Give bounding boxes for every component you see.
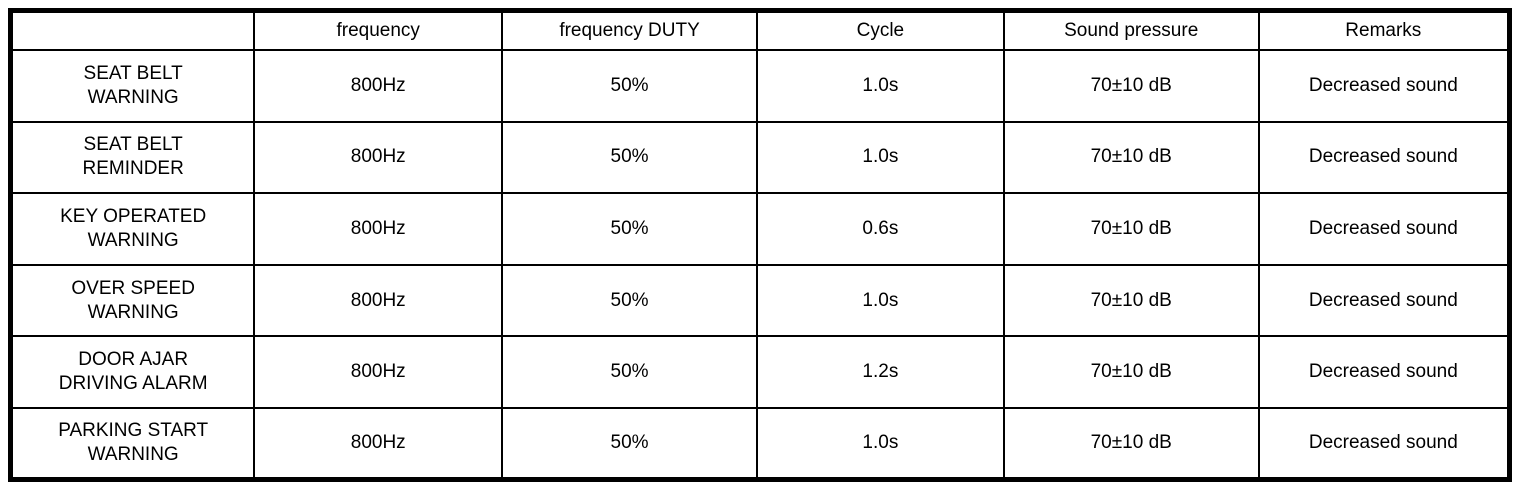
warning-buzzer-spec-table: frequency frequency DUTY Cycle Sound pre… (8, 8, 1512, 482)
column-header-remarks: Remarks (1257, 9, 1511, 51)
cell-frequency-duty: 50% (501, 263, 758, 338)
row-label-line2: DRIVING ALARM (58, 373, 208, 395)
row-label-line1: OVER SPEED (71, 277, 195, 299)
cell-frequency: 800Hz (253, 406, 504, 481)
cell-frequency: 800Hz (253, 120, 504, 195)
cell-row-label: SEAT BELT REMINDER (9, 120, 256, 195)
cell-frequency: 800Hz (253, 263, 504, 338)
cell-frequency-duty: 50% (501, 192, 758, 266)
cell-remarks: Decreased sound (1257, 120, 1511, 195)
row-label-line2: REMINDER (82, 158, 184, 180)
row-label-line2: WARNING (87, 86, 179, 108)
cell-remarks: Decreased sound (1257, 406, 1511, 481)
column-header-cycle: Cycle (755, 9, 1005, 51)
row-label-line2: WARNING (87, 301, 179, 323)
cell-frequency: 800Hz (253, 335, 504, 409)
row-label-line1: PARKING START (58, 419, 209, 441)
row-label-line1: SEAT BELT (83, 62, 183, 84)
cell-cycle: 1.2s (755, 335, 1005, 409)
table-row-door-ajar-driving-alarm: DOOR AJAR DRIVING ALARM 800Hz 50% 1.2s 7… (9, 335, 1511, 409)
cell-sound-pressure: 70±10 dB (1002, 406, 1260, 481)
cell-remarks: Decreased sound (1257, 49, 1511, 123)
cell-frequency-duty: 50% (501, 120, 758, 195)
cell-cycle: 1.0s (755, 120, 1005, 195)
row-label-line1: KEY OPERATED (60, 205, 207, 227)
table-row-over-speed-warning: OVER SPEED WARNING 800Hz 50% 1.0s 70±10 … (9, 263, 1511, 338)
table-header: frequency frequency DUTY Cycle Sound pre… (9, 9, 1511, 51)
table-row-seat-belt-reminder: SEAT BELT REMINDER 800Hz 50% 1.0s 70±10 … (9, 120, 1511, 195)
cell-sound-pressure: 70±10 dB (1002, 192, 1260, 266)
cell-row-label: OVER SPEED WARNING (9, 263, 256, 338)
cell-sound-pressure: 70±10 dB (1002, 49, 1260, 123)
cell-sound-pressure: 70±10 dB (1002, 120, 1260, 195)
column-header-frequency: frequency (253, 9, 504, 51)
cell-frequency: 800Hz (253, 49, 504, 123)
table-row-key-operated-warning: KEY OPERATED WARNING 800Hz 50% 0.6s 70±1… (9, 192, 1511, 266)
cell-frequency-duty: 50% (501, 406, 758, 481)
cell-cycle: 0.6s (755, 192, 1005, 266)
row-label-line1: SEAT BELT (83, 134, 183, 156)
table-row-seat-belt-warning: SEAT BELT WARNING 800Hz 50% 1.0s 70±10 d… (9, 49, 1511, 123)
header-row: frequency frequency DUTY Cycle Sound pre… (9, 9, 1511, 51)
cell-row-label: KEY OPERATED WARNING (9, 192, 256, 266)
table-body: SEAT BELT WARNING 800Hz 50% 1.0s 70±10 d… (9, 49, 1511, 481)
row-label-line1: DOOR AJAR (78, 349, 189, 371)
cell-row-label: SEAT BELT WARNING (9, 49, 256, 123)
cell-frequency: 800Hz (253, 192, 504, 266)
column-header-frequency-duty: frequency DUTY (501, 9, 758, 51)
cell-remarks: Decreased sound (1257, 192, 1511, 266)
cell-sound-pressure: 70±10 dB (1002, 263, 1260, 338)
row-label-line2: WARNING (87, 229, 179, 251)
cell-cycle: 1.0s (755, 406, 1005, 481)
cell-cycle: 1.0s (755, 263, 1005, 338)
cell-sound-pressure: 70±10 dB (1002, 335, 1260, 409)
column-header-blank (9, 9, 256, 51)
cell-remarks: Decreased sound (1257, 263, 1511, 338)
cell-row-label: PARKING START WARNING (9, 406, 256, 481)
column-header-sound-pressure: Sound pressure (1002, 9, 1260, 51)
cell-cycle: 1.0s (755, 49, 1005, 123)
cell-frequency-duty: 50% (501, 335, 758, 409)
row-label-line2: WARNING (87, 443, 179, 465)
table-row-parking-start-warning: PARKING START WARNING 800Hz 50% 1.0s 70±… (9, 406, 1511, 481)
cell-frequency-duty: 50% (501, 49, 758, 123)
cell-row-label: DOOR AJAR DRIVING ALARM (9, 335, 256, 409)
cell-remarks: Decreased sound (1257, 335, 1511, 409)
